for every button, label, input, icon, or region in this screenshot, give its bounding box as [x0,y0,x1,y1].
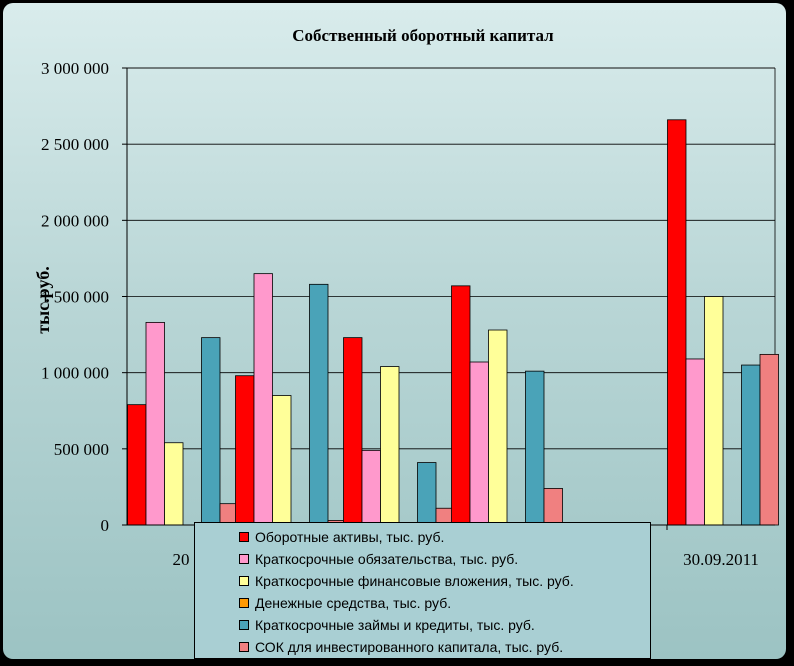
legend-swatch [239,554,249,564]
legend-item: Краткосрочные займы и кредиты, тыс. руб. [239,615,535,635]
legend-label: СОК для инвестированного капитала, тыс. … [255,639,564,655]
y-tick-label: 1 000 000 [41,364,109,383]
legend-item: СОК для инвестированного капитала, тыс. … [239,637,563,657]
legend-swatch [239,620,249,630]
bar [343,337,363,526]
legend-swatch [239,532,249,542]
legend-label: Краткосрочные обязательства, тыс. руб. [255,551,519,567]
legend-item: Оборотные активы, тыс. руб. [239,527,444,547]
y-tick-label: 2 500 000 [41,135,109,154]
bar [488,329,508,526]
y-tick-label: 3 000 000 [41,59,109,78]
bar [253,273,273,526]
y-axis-label: тыс.руб. [33,266,53,333]
y-tick-label: 2 000 000 [41,211,109,230]
legend-item: Денежные средства, тыс. руб. [239,593,451,613]
bar [272,395,292,526]
legend-swatch [239,642,249,652]
y-tick-label: 1 500 000 [41,288,109,307]
bar [235,375,255,526]
bar [667,119,687,526]
bar [543,488,563,526]
bar [201,337,221,526]
bar [759,353,779,526]
legend-swatch [239,598,249,608]
bar [309,283,329,526]
bar [361,449,381,526]
bar [127,404,147,526]
legend-item: Краткосрочные финансовые вложения, тыс. … [239,571,574,591]
x-tick-label: 30.09.2011 [683,550,759,569]
legend-label: Оборотные активы, тыс. руб. [255,529,445,545]
y-tick-label: 500 000 [54,440,109,459]
legend-label: Краткосрочные займы и кредиты, тыс. руб. [255,617,535,633]
bar [164,442,184,526]
bar [451,285,471,526]
legend-swatch [239,576,249,586]
y-tick-label: 0 [101,516,110,535]
legend-item: Краткосрочные обязательства, тыс. руб. [239,549,518,569]
legend-label: Денежные средства, тыс. руб. [255,595,452,611]
bar [741,364,761,526]
bar [380,366,400,526]
x-tick-label: 20 [173,550,190,569]
bar [685,358,705,526]
chart-title: Собственный оборотный капитал [292,26,554,45]
bar [145,321,165,526]
bar [469,361,489,526]
legend: Оборотные активы, тыс. руб. Краткосрочные… [194,522,651,659]
bar [525,370,545,526]
legend-label: Краткосрочные финансовые вложения, тыс. … [255,573,574,589]
bar [704,296,724,526]
bar [417,462,437,526]
